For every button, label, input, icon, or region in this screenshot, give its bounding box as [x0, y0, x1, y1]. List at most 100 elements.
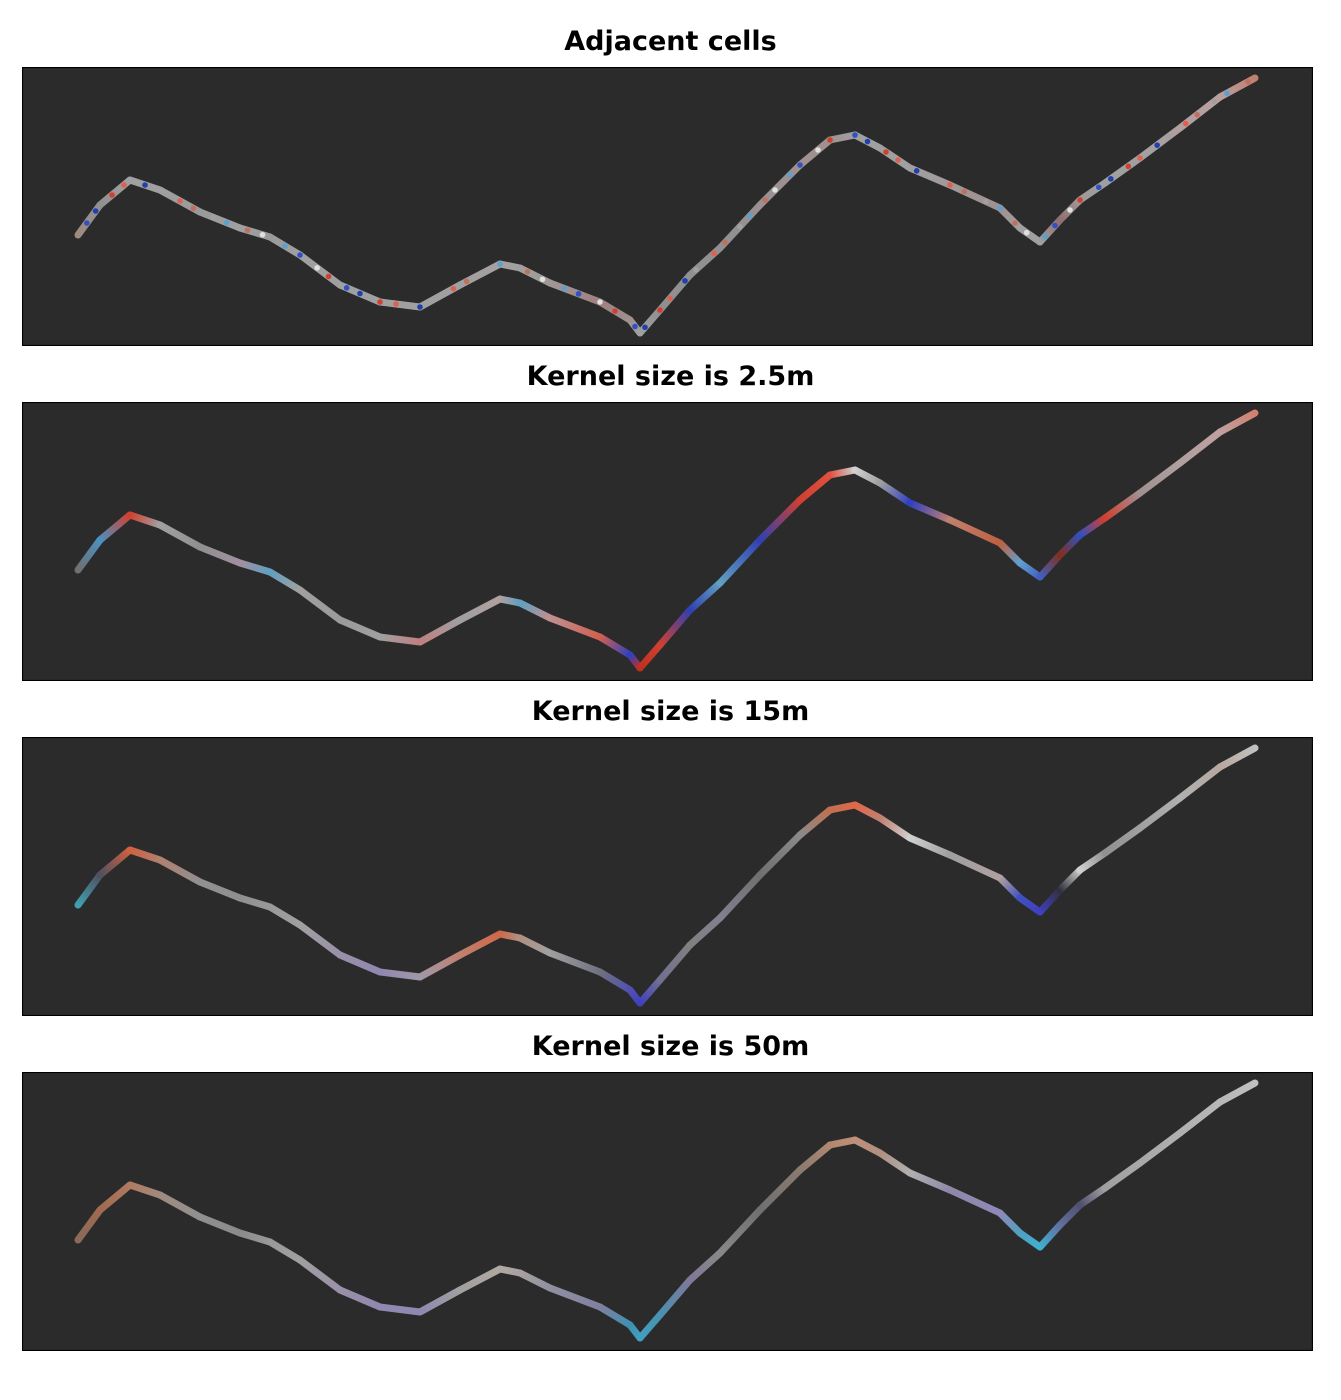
- path-segment: [1056, 866, 1084, 894]
- path-segment: [1101, 1159, 1144, 1192]
- path-point: [927, 173, 933, 180]
- chart-panel-kernel-2-5m: [22, 402, 1313, 681]
- path-point: [1154, 142, 1160, 148]
- path-segment: [1101, 489, 1144, 522]
- path-point: [711, 250, 717, 257]
- path-segment: [1216, 744, 1259, 771]
- path-segment: [851, 801, 884, 822]
- path-point: [190, 205, 197, 212]
- path-segment: [1036, 551, 1064, 581]
- path-point: [1182, 120, 1189, 127]
- path-segment: [1176, 1098, 1224, 1137]
- path-segment: [756, 1166, 804, 1214]
- path-segment: [126, 511, 164, 529]
- path-point: [1165, 133, 1172, 140]
- path-point: [1095, 184, 1102, 191]
- path-point: [747, 212, 753, 219]
- path-segment: [596, 633, 634, 659]
- path-point: [430, 296, 437, 303]
- path-segment: [336, 616, 384, 641]
- path-point: [121, 182, 127, 188]
- path-segment: [96, 1181, 134, 1214]
- panel-title-1: Adjacent cells: [564, 26, 777, 57]
- path-segment: [546, 279, 604, 306]
- path-segment: [546, 1284, 604, 1311]
- path-point: [92, 208, 99, 214]
- path-segment: [596, 968, 634, 994]
- path-point: [417, 304, 423, 310]
- path-point: [1125, 163, 1132, 170]
- path-point: [852, 132, 858, 138]
- path-point: [632, 323, 638, 330]
- path-point: [357, 290, 363, 297]
- path-segment: [656, 1276, 694, 1319]
- path-segment: [946, 851, 1004, 882]
- path-segment: [516, 599, 554, 622]
- path-segment: [946, 181, 1004, 212]
- path-segment: [826, 466, 859, 479]
- path-segment: [596, 1303, 634, 1329]
- path-point: [827, 137, 833, 143]
- path-segment: [946, 1186, 1004, 1217]
- path-segment: [996, 1209, 1024, 1237]
- path-segment: [906, 1169, 954, 1194]
- panel-title-4: Kernel size is 50m: [531, 1031, 810, 1062]
- path-segment: [156, 1191, 204, 1221]
- path-point: [1067, 207, 1073, 213]
- path-point: [282, 243, 288, 249]
- path-segment: [296, 586, 344, 624]
- path-point: [1077, 197, 1083, 203]
- path-point: [982, 198, 989, 205]
- path-segment: [236, 559, 274, 576]
- path-point: [612, 308, 618, 314]
- path-segment: [656, 606, 694, 649]
- path-point: [797, 162, 803, 168]
- path-point: [693, 266, 699, 273]
- path-segment: [826, 1136, 859, 1149]
- path-segment: [296, 1256, 344, 1294]
- path-point: [109, 192, 115, 198]
- path-segment: [336, 1286, 384, 1311]
- path-segment: [546, 949, 604, 976]
- path-point: [895, 157, 901, 163]
- path-point: [497, 261, 503, 267]
- path-segment: [1216, 409, 1259, 436]
- path-point: [597, 299, 603, 305]
- path-segment: [376, 633, 424, 646]
- path-segment: [796, 1141, 834, 1174]
- path-segment: [236, 1229, 274, 1246]
- path-point: [524, 268, 531, 275]
- path-segment: [376, 1303, 424, 1316]
- path-point: [642, 324, 648, 331]
- path-segment: [126, 846, 164, 864]
- path-segment: [876, 1149, 914, 1177]
- plot-1: [22, 67, 1313, 346]
- path-segment: [416, 1286, 464, 1316]
- path-segment: [376, 298, 424, 311]
- path-point: [961, 188, 968, 195]
- path-segment: [1016, 559, 1044, 581]
- path-segment: [826, 131, 859, 144]
- path-segment: [416, 616, 464, 646]
- plot-2: [22, 402, 1313, 681]
- path-point: [1137, 155, 1143, 161]
- path-point: [772, 187, 778, 193]
- path-segment: [716, 536, 764, 587]
- path-point: [787, 172, 793, 178]
- path-point: [561, 285, 568, 292]
- chart-panel-kernel-50m: [22, 1072, 1313, 1351]
- path-point: [393, 301, 399, 307]
- path-point: [450, 285, 457, 292]
- panel-title-3: Kernel size is 15m: [531, 696, 810, 727]
- path-point: [1042, 233, 1048, 240]
- path-segment: [516, 1269, 554, 1292]
- path-segment: [456, 930, 504, 959]
- path-segment: [456, 1265, 504, 1294]
- path-segment: [74, 1206, 104, 1244]
- path-segment: [996, 539, 1024, 567]
- path-segment: [686, 579, 724, 614]
- path-segment: [266, 1238, 304, 1264]
- path-point: [762, 197, 768, 203]
- path-segment: [1101, 824, 1144, 857]
- path-segment: [546, 614, 604, 641]
